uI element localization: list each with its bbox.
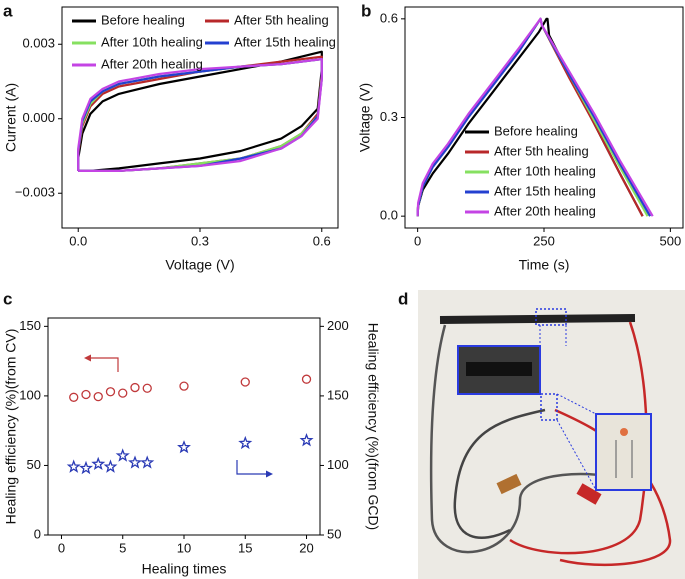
- y-tick-label: 0.6: [380, 10, 398, 25]
- x-axis-label: Healing times: [142, 561, 227, 577]
- series-line: [77, 50, 323, 172]
- circle-marker: [240, 377, 250, 387]
- y2-tick-label: 50: [327, 526, 341, 541]
- star-marker: [115, 448, 130, 462]
- y-tick-label: 150: [19, 318, 41, 333]
- x-axis-label: Voltage (V): [165, 257, 234, 273]
- legend-label: After 10th healing: [494, 163, 596, 178]
- x-tick-label: 0.3: [191, 233, 209, 248]
- legend-label: After 5th healing: [494, 143, 589, 158]
- x-tick-label: 0: [58, 540, 65, 555]
- y-tick-label: 0: [34, 526, 41, 541]
- circle-marker: [179, 381, 189, 391]
- star-marker: [238, 435, 253, 450]
- axis-arrows: [84, 354, 273, 478]
- x-tick-label: 250: [533, 233, 555, 248]
- circle-marker: [105, 387, 116, 397]
- plot-frame: [47, 317, 321, 536]
- legend-label: After 20th healing: [494, 203, 596, 218]
- x-tick-label: 5: [119, 540, 126, 555]
- panel-label: b: [361, 1, 371, 20]
- star-marker: [103, 459, 118, 473]
- y-tick-label: 0.003: [22, 36, 55, 51]
- series-line: [77, 57, 323, 172]
- photo: [418, 290, 685, 579]
- circle-marker: [130, 382, 140, 393]
- circle-marker: [93, 391, 103, 402]
- y-tick-label: 50: [27, 457, 41, 472]
- legend-label: Before healing: [494, 123, 578, 138]
- series-line: [77, 55, 323, 172]
- y-axis-label: Healing efficiency (%)(from CV): [3, 329, 19, 525]
- circle-marker: [81, 389, 91, 400]
- circle-marker: [301, 374, 312, 384]
- circle-marker: [69, 392, 79, 402]
- legend-label: After 15th healing: [494, 183, 596, 198]
- legend-label: Before healing: [101, 12, 185, 27]
- x-axis-label: Time (s): [519, 257, 570, 273]
- y2-tick-label: 100: [327, 457, 349, 472]
- legend-label: After 10th healing: [101, 34, 203, 49]
- series-line: [416, 17, 654, 217]
- x-tick-label: 10: [177, 540, 191, 555]
- legend-label: After 15th healing: [234, 34, 336, 49]
- panel-label: d: [398, 289, 408, 308]
- y-axis-label: Current (A): [3, 83, 19, 152]
- panel-label: a: [3, 1, 13, 20]
- y-tick-label: 0.0: [380, 208, 398, 223]
- x-tick-label: 0: [414, 233, 421, 248]
- star-marker: [177, 440, 191, 454]
- star-marker: [91, 456, 106, 470]
- y-tick-label: 0.3: [380, 109, 398, 124]
- y-axis-label: Voltage (V): [357, 83, 373, 152]
- y-tick-label: 0.000: [22, 110, 55, 125]
- star-marker: [66, 459, 81, 473]
- x-tick-label: 0.6: [313, 233, 331, 248]
- circle-marker: [142, 383, 152, 393]
- y2-tick-label: 200: [327, 318, 349, 333]
- circle-marker: [118, 388, 128, 398]
- star-marker: [299, 433, 314, 447]
- star-marker: [140, 455, 155, 469]
- panel-label: c: [3, 289, 12, 308]
- x-tick-label: 0.0: [69, 233, 87, 248]
- star-marker: [79, 460, 93, 475]
- y2-tick-label: 150: [327, 387, 349, 402]
- series-line: [416, 17, 652, 217]
- x-tick-label: 20: [299, 540, 313, 555]
- legend-label: After 5th healing: [234, 12, 329, 27]
- legend-label: After 20th healing: [101, 56, 203, 71]
- x-tick-label: 15: [238, 540, 252, 555]
- star-marker: [128, 455, 142, 469]
- y-tick-label: 100: [19, 387, 41, 402]
- y2-axis-label: Healing efficiency (%)(from GCD): [365, 323, 381, 530]
- y-tick-label: −0.003: [15, 185, 55, 200]
- x-tick-label: 500: [660, 233, 682, 248]
